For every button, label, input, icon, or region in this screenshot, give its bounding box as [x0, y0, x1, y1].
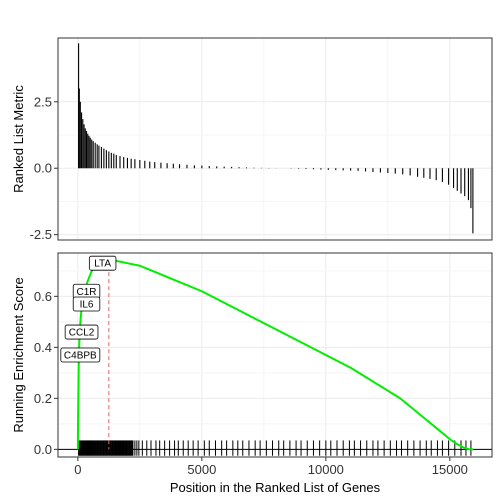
top-y-tick-label: 2.5 [34, 94, 52, 109]
bottom-y-tick-label: 0.6 [34, 289, 52, 304]
bottom-y-tick-label: 0.0 [34, 442, 52, 457]
bottom-y-tick-label: 0.2 [34, 391, 52, 406]
bottom-panel-border [57, 252, 493, 458]
top-y-tick-label: 0.0 [34, 161, 52, 176]
bottom-y-tick-label: 0.4 [34, 340, 52, 355]
x-tick-label: 5000 [187, 462, 216, 477]
x-axis-label: Position in the Ranked List of Genes [170, 480, 381, 495]
gene-label-c1r: C1R [72, 283, 101, 299]
top-panel-grid [58, 38, 492, 240]
gene-label-text: LTA [94, 259, 111, 270]
gene-labels: LTA C1R IL6 CCL2 C4BPB [60, 255, 117, 363]
top-panel-y-ticks: -2.5 0.0 2.5 [30, 94, 58, 242]
top-panel: -2.5 0.0 2.5 Ranked List Metric [11, 37, 493, 242]
x-tick-label: 0 [74, 462, 81, 477]
gene-label-c4bpb: C4BPB [60, 347, 101, 363]
bottom-panel-y-label: Running Enrichment Score [11, 277, 26, 432]
x-axis-ticks: 0 5000 10000 15000 [74, 457, 468, 477]
gene-label-il6: IL6 [72, 296, 101, 312]
x-tick-label: 15000 [432, 462, 468, 477]
gene-label-box [64, 324, 99, 340]
gene-hit-ticks [78, 440, 472, 456]
gene-label-text: IL6 [80, 300, 94, 311]
top-panel-y-label: Ranked List Metric [11, 85, 26, 193]
gene-label-text: C4BPB [64, 351, 97, 362]
gene-label-text: C1R [77, 287, 97, 298]
gene-label-lta: LTA [88, 255, 117, 271]
bottom-panel-y-ticks: 0.0 0.2 0.4 0.6 [34, 289, 58, 457]
ranked-metric-bars [78, 43, 474, 234]
gene-label-ccl2: CCL2 [64, 324, 99, 340]
top-y-tick-label: -2.5 [30, 227, 52, 242]
bottom-panel: LTA C1R IL6 CCL2 C4BPB 0.0 0.2 0.4 0.6 Running … [11, 252, 493, 458]
top-panel-border [57, 37, 493, 241]
gene-label-box [60, 347, 101, 363]
gene-label-text: CCL2 [69, 328, 95, 339]
gene-label-box [72, 296, 101, 312]
gene-label-box [88, 255, 117, 271]
x-tick-label: 10000 [308, 462, 344, 477]
